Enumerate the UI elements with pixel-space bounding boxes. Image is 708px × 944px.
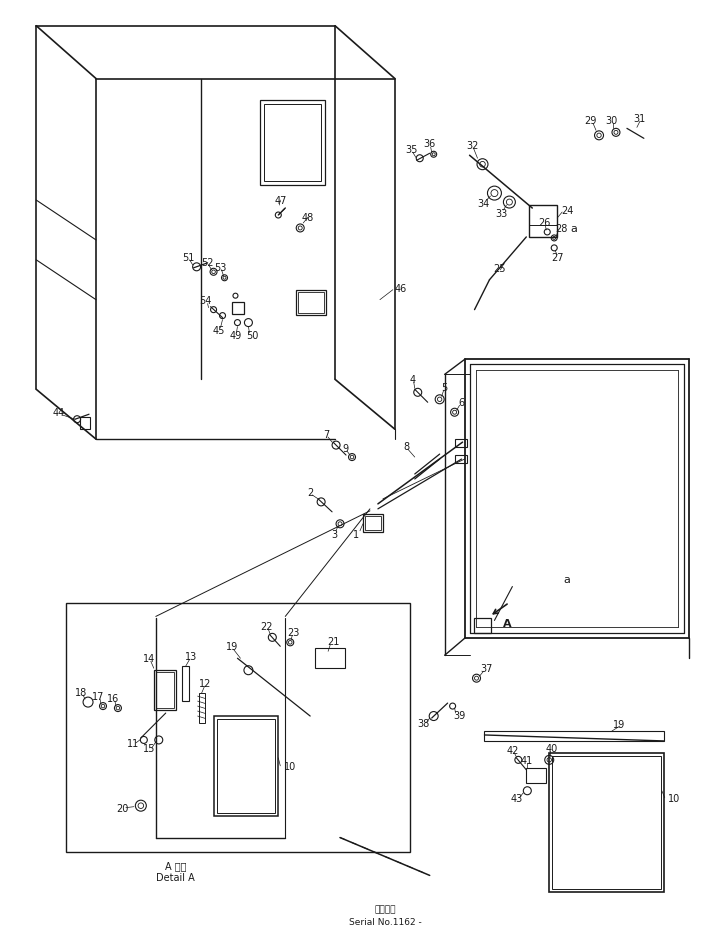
Bar <box>549 753 664 892</box>
Bar <box>261 101 325 186</box>
Text: 45: 45 <box>212 326 224 335</box>
Text: 53: 53 <box>215 262 227 273</box>
Text: 39: 39 <box>453 710 466 720</box>
Text: 18: 18 <box>75 687 87 698</box>
Bar <box>156 672 173 708</box>
Bar <box>484 732 664 741</box>
Bar <box>296 291 326 315</box>
Text: 27: 27 <box>551 253 564 262</box>
Text: a: a <box>564 574 571 584</box>
Text: 38: 38 <box>418 718 430 728</box>
Text: 13: 13 <box>185 651 197 662</box>
Text: 19: 19 <box>613 719 625 729</box>
Text: 21: 21 <box>327 636 339 647</box>
Bar <box>530 206 557 238</box>
Text: 47: 47 <box>274 195 287 206</box>
Text: 29: 29 <box>584 116 596 126</box>
Text: 16: 16 <box>107 694 119 703</box>
Text: A 詳細: A 詳細 <box>165 861 186 870</box>
Text: 54: 54 <box>200 295 212 305</box>
Text: 22: 22 <box>260 622 273 632</box>
Bar <box>298 293 324 313</box>
Text: 28: 28 <box>555 224 567 234</box>
Text: 4: 4 <box>410 375 416 385</box>
Text: a: a <box>571 224 578 234</box>
Bar <box>474 618 491 633</box>
Text: 適用張號: 適用張號 <box>374 904 396 914</box>
Text: 40: 40 <box>545 743 557 753</box>
Bar <box>264 106 321 182</box>
Text: 41: 41 <box>520 755 532 765</box>
Text: 9: 9 <box>342 444 348 454</box>
Text: 7: 7 <box>323 430 329 440</box>
Text: Serial No.1162 -: Serial No.1162 - <box>348 917 421 926</box>
Text: 50: 50 <box>246 330 258 340</box>
Text: 17: 17 <box>92 691 104 701</box>
Bar <box>154 670 176 710</box>
Bar <box>182 666 188 701</box>
Bar <box>365 516 381 531</box>
Text: 11: 11 <box>127 738 139 749</box>
Text: 52: 52 <box>201 258 214 267</box>
Bar <box>315 649 345 668</box>
Text: 23: 23 <box>287 628 299 638</box>
Text: 36: 36 <box>423 139 436 149</box>
Text: 31: 31 <box>634 114 646 125</box>
Text: 10: 10 <box>284 761 297 771</box>
Bar <box>526 768 547 783</box>
Text: 12: 12 <box>200 679 212 688</box>
Bar <box>80 418 90 430</box>
Text: 49: 49 <box>229 330 241 340</box>
Text: 43: 43 <box>510 793 523 802</box>
Text: 2: 2 <box>307 487 314 497</box>
Text: 30: 30 <box>605 116 617 126</box>
Text: 14: 14 <box>143 653 155 664</box>
Text: 5: 5 <box>442 383 447 393</box>
Text: 1: 1 <box>353 530 359 539</box>
Text: 6: 6 <box>459 397 464 408</box>
Text: 42: 42 <box>506 745 518 755</box>
Bar <box>455 440 467 447</box>
Text: 32: 32 <box>467 142 479 151</box>
Text: Detail A: Detail A <box>156 872 195 883</box>
Text: 48: 48 <box>302 212 314 223</box>
Text: 44: 44 <box>53 408 65 418</box>
Text: 37: 37 <box>480 664 493 673</box>
Text: A: A <box>503 618 512 629</box>
Text: 20: 20 <box>117 802 129 813</box>
Bar <box>455 456 467 464</box>
Bar <box>217 719 275 813</box>
Text: 25: 25 <box>493 263 506 274</box>
Text: 33: 33 <box>496 209 508 219</box>
Bar <box>552 756 661 889</box>
Text: 26: 26 <box>538 218 550 228</box>
Bar <box>66 604 410 852</box>
Bar <box>363 514 383 532</box>
Bar <box>214 716 278 816</box>
Text: 46: 46 <box>395 283 407 294</box>
Text: 35: 35 <box>406 145 418 155</box>
Text: 51: 51 <box>183 253 195 262</box>
Text: 15: 15 <box>142 743 155 753</box>
Bar <box>232 302 244 314</box>
Text: 19: 19 <box>227 642 239 651</box>
Text: 34: 34 <box>477 199 490 209</box>
Text: 10: 10 <box>668 793 680 802</box>
Bar <box>199 694 205 723</box>
Text: 24: 24 <box>561 206 573 216</box>
Text: 8: 8 <box>404 442 410 451</box>
Text: 3: 3 <box>331 530 337 539</box>
